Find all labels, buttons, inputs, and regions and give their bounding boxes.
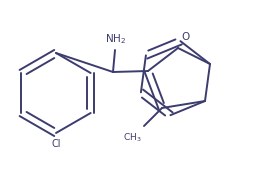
Text: Cl: Cl	[51, 139, 61, 149]
Text: O: O	[181, 32, 189, 42]
Text: CH$_3$: CH$_3$	[123, 131, 142, 143]
Text: NH$_2$: NH$_2$	[105, 32, 127, 46]
